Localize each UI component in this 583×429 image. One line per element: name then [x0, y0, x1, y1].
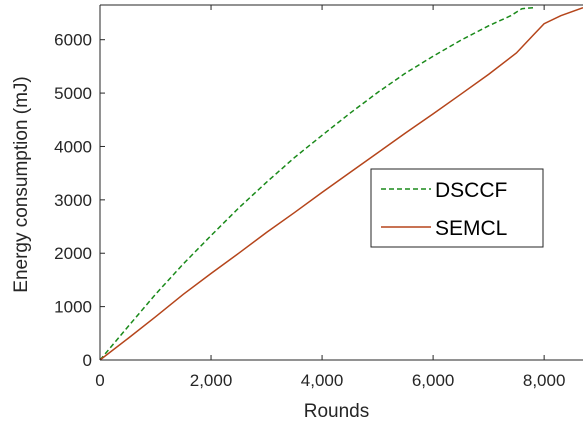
x-tick-label: 0 — [95, 371, 104, 390]
x-axis-label: Rounds — [304, 401, 370, 422]
y-tick-label: 5000 — [54, 84, 92, 103]
series-line-dsccf — [100, 6, 534, 360]
legend: DSCCF SEMCL — [370, 168, 544, 248]
axes: 0 2,000 4,000 6,000 8,000 0 1000 2000 3000 4000 50… — [11, 4, 583, 422]
x-tick-label: 2,000 — [190, 371, 233, 390]
series-line-semcl — [100, 6, 583, 360]
y-tick-label: 2000 — [54, 244, 92, 263]
y-tick-label: 0 — [83, 351, 92, 370]
legend-label-dsccf: DSCCF — [435, 179, 507, 202]
y-tick-label: 4000 — [54, 137, 92, 156]
y-tick-label: 1000 — [54, 298, 92, 317]
x-tick-label: 8,000 — [523, 371, 566, 390]
legend-box — [370, 168, 544, 248]
legend-label-semcl: SEMCL — [435, 217, 507, 240]
x-tick-label: 4,000 — [301, 371, 344, 390]
plot-area — [100, 6, 583, 360]
x-tick-label: 6,000 — [412, 371, 455, 390]
y-tick-label: 6000 — [54, 31, 92, 50]
y-axis-label: Energy consumption (mJ) — [11, 76, 32, 292]
y-tick-label: 3000 — [54, 191, 92, 210]
